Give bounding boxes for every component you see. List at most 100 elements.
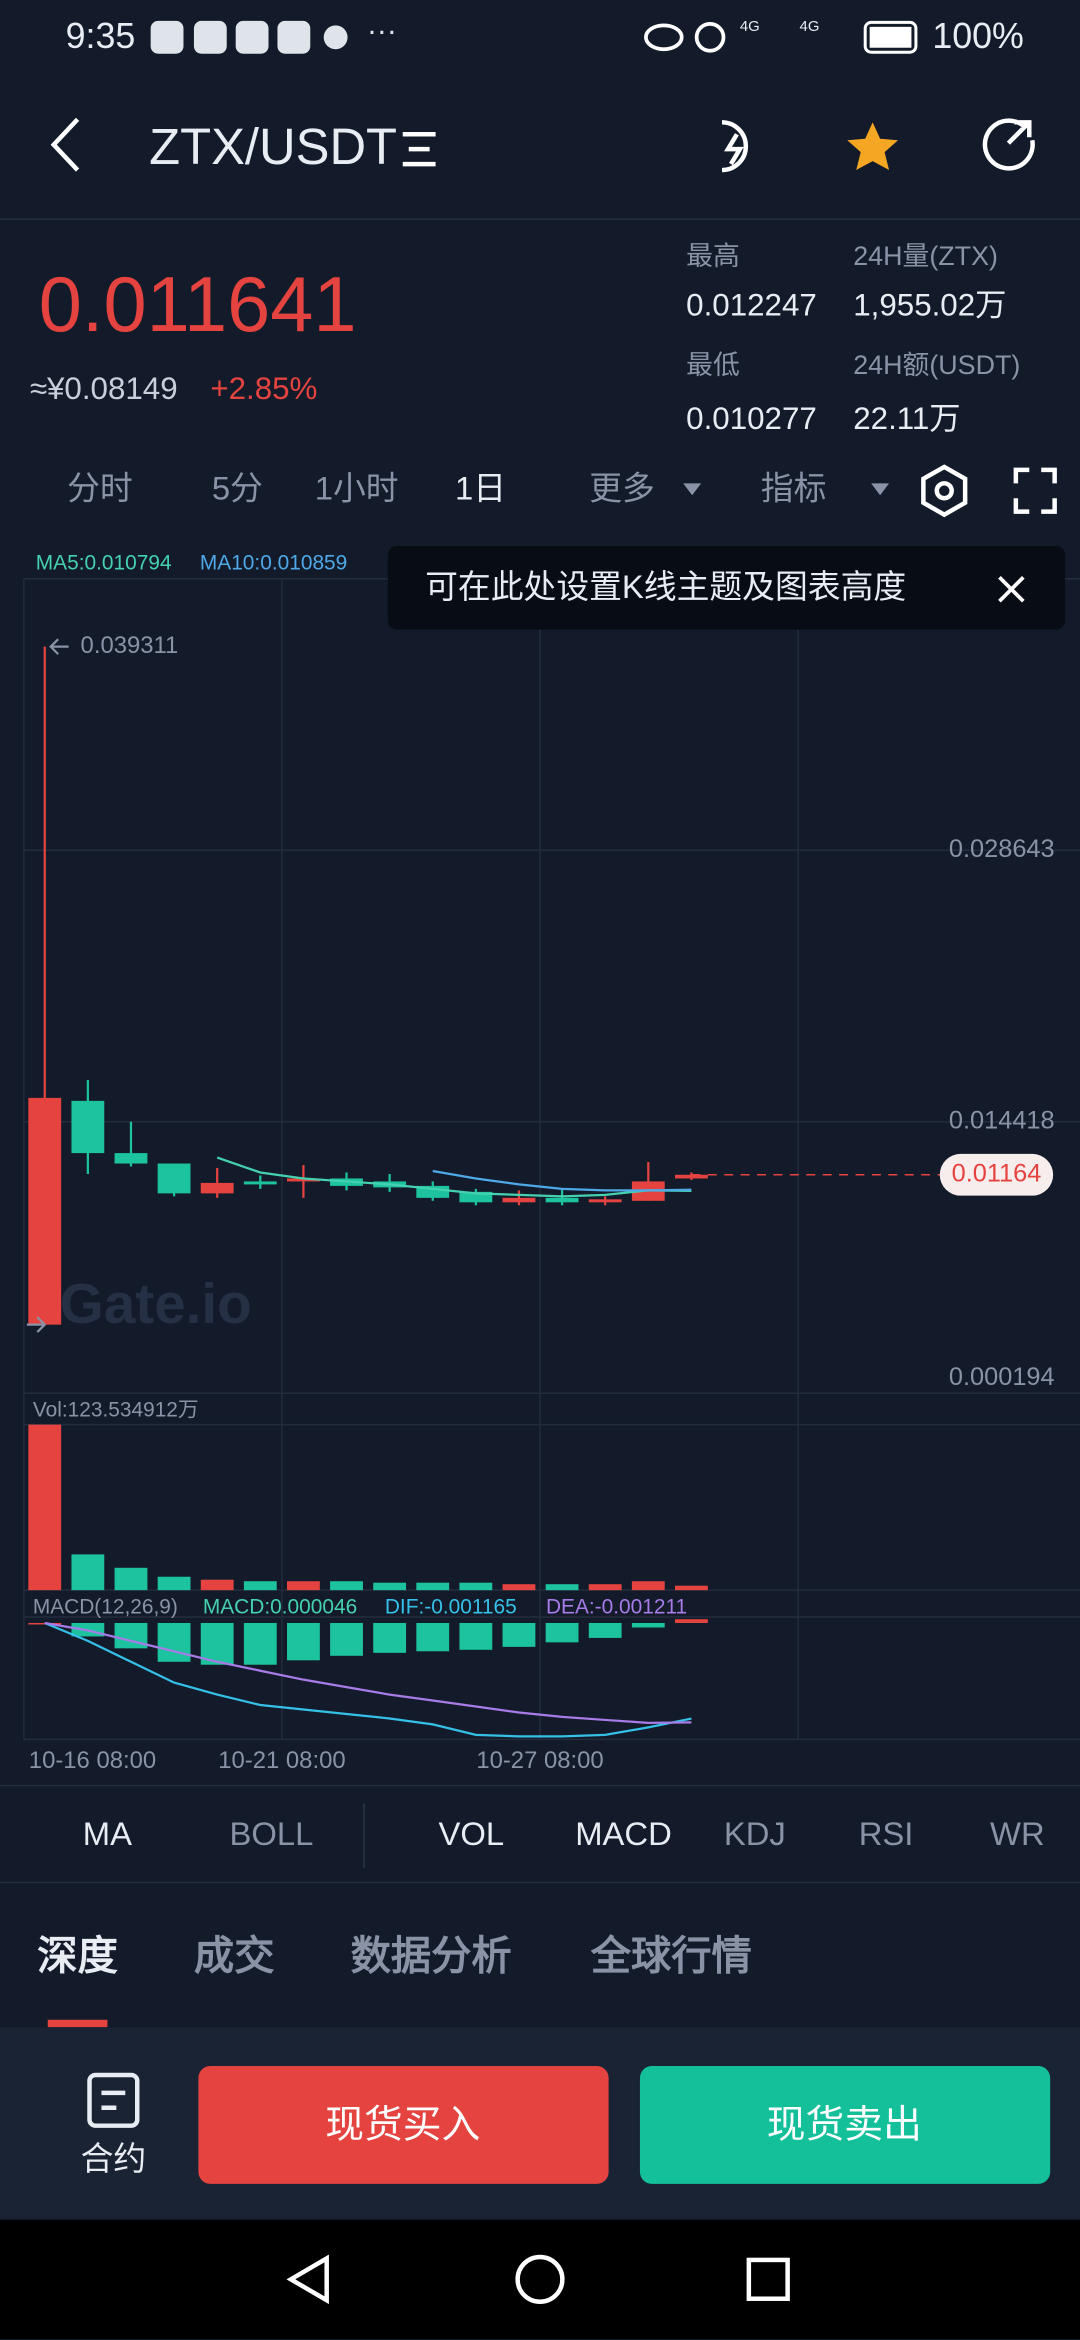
- volume-bar: [287, 1581, 320, 1591]
- candle-body: [28, 1097, 62, 1325]
- contract-icon[interactable]: [87, 2072, 140, 2128]
- tooltip: [387, 545, 1066, 630]
- x-tick-label: 10-21 08:00: [218, 1747, 345, 1774]
- pair-menu-icon[interactable]: [402, 132, 436, 167]
- alert-icon[interactable]: [721, 120, 749, 173]
- x-tick-label: 10-16 08:00: [29, 1747, 156, 1774]
- indicator-tab[interactable]: MA: [83, 1815, 132, 1852]
- macd-bar: [243, 1622, 277, 1665]
- timeframe-tab[interactable]: 1小时: [315, 469, 399, 506]
- macd-bar: [674, 1619, 708, 1623]
- indicator-tab[interactable]: MACD: [575, 1815, 672, 1852]
- stat-value: 0.010277: [686, 401, 817, 436]
- last-price-tag: [939, 1153, 1054, 1196]
- favorite-star[interactable]: [847, 122, 899, 171]
- macd-bar: [287, 1622, 320, 1661]
- svg-text:···: ···: [367, 15, 397, 48]
- last-price-label: 0.01164: [952, 1159, 1042, 1187]
- section-tab-active[interactable]: 深度: [37, 1933, 118, 1978]
- stat-value: 0.012247: [686, 288, 817, 323]
- contract-label[interactable]: 合约: [81, 2140, 147, 2177]
- tooltip-text: 可在此处设置K线主题及图表高度: [425, 568, 906, 605]
- network-type: 4G: [740, 19, 760, 35]
- volume-bar: [588, 1584, 622, 1591]
- tab-underline: [47, 2019, 108, 2028]
- timeframe-more[interactable]: 更多: [589, 469, 655, 506]
- candle-body: [502, 1197, 536, 1203]
- stat-label: 最高: [686, 241, 740, 271]
- indicator-tab[interactable]: WR: [990, 1815, 1045, 1852]
- battery-icon: [863, 20, 918, 54]
- candle-body: [243, 1181, 277, 1185]
- timeframe-tab[interactable]: 分时: [67, 469, 133, 506]
- volume-bar: [114, 1567, 148, 1591]
- macd-bar: [157, 1622, 191, 1662]
- nav-recent[interactable]: [746, 2257, 790, 2301]
- candle-body: [114, 1153, 148, 1164]
- macd-bar: [200, 1622, 234, 1665]
- volume-bar: [502, 1584, 536, 1591]
- stat-label: 24H额(USDT): [853, 350, 1020, 380]
- watermark: Gate.io: [60, 1273, 252, 1336]
- x-tick-label: 10-27 08:00: [476, 1747, 603, 1774]
- ma10-line: [432, 1169, 692, 1192]
- indicator-tab[interactable]: VOL: [439, 1815, 505, 1852]
- back-button[interactable]: [50, 117, 80, 172]
- macd-bar: [588, 1622, 622, 1638]
- pair-title[interactable]: ZTX/USDT: [149, 118, 397, 175]
- share-icon[interactable]: [982, 118, 1035, 171]
- macd-legend: MACD:0.000046: [203, 1596, 357, 1619]
- macd-bar: [330, 1622, 363, 1656]
- macd-bar: [502, 1622, 536, 1647]
- nav-back[interactable]: [286, 2254, 329, 2305]
- dif-line: [44, 1621, 692, 1738]
- sell-button[interactable]: [639, 2066, 1051, 2184]
- section-tab[interactable]: 全球行情: [590, 1933, 752, 1978]
- sell-label[interactable]: 现货卖出: [767, 2103, 922, 2146]
- macd-bar: [631, 1622, 665, 1628]
- y-tick-label: 0.028643: [949, 835, 1055, 863]
- indicator-tab[interactable]: KDJ: [724, 1815, 786, 1852]
- nav-bar: [0, 2219, 1080, 2339]
- volume-bar: [200, 1579, 234, 1591]
- indicator-menu[interactable]: 指标: [761, 469, 827, 506]
- macd-bar: [416, 1622, 450, 1652]
- low-marker-arrow: [26, 1316, 47, 1333]
- dea-line: [44, 1621, 692, 1725]
- buy-button[interactable]: [198, 2066, 609, 2184]
- timeframe-tab[interactable]: 5分: [212, 469, 263, 506]
- stat-label: 24H量(ZTX): [853, 241, 998, 271]
- battery-level: [869, 26, 912, 48]
- volume-bar: [545, 1584, 579, 1591]
- candle-body: [588, 1199, 622, 1203]
- section-tab[interactable]: 数据分析: [351, 1933, 512, 1978]
- indicator-tab[interactable]: BOLL: [230, 1815, 314, 1852]
- candle-body: [287, 1178, 320, 1182]
- macd-bar: [545, 1622, 579, 1643]
- settings-icon[interactable]: [921, 464, 968, 518]
- fullscreen-icon[interactable]: [1013, 467, 1057, 514]
- volume-bar: [459, 1582, 493, 1591]
- cny-price: ≈¥0.08149: [30, 371, 178, 406]
- ma-legend: MA10:0.010859: [200, 551, 347, 574]
- macd-legend: MACD(12,26,9): [33, 1596, 178, 1619]
- indicator-tab[interactable]: RSI: [859, 1815, 914, 1852]
- section-tab[interactable]: 成交: [194, 1933, 275, 1978]
- volume-bar: [71, 1554, 105, 1591]
- macd-bar: [459, 1622, 493, 1650]
- candle-body: [545, 1197, 579, 1203]
- volume-bar: [631, 1581, 665, 1591]
- change-percent: +2.85%: [210, 371, 317, 406]
- dropdown-arrow: [683, 483, 702, 496]
- tooltip-close[interactable]: [998, 575, 1025, 603]
- status-time: 9:35: [66, 16, 136, 56]
- nav-home[interactable]: [515, 2254, 565, 2304]
- volume-bar: [157, 1576, 191, 1591]
- volume-bar: [674, 1585, 708, 1591]
- high-marker-label: 0.039311: [81, 632, 179, 659]
- buy-label[interactable]: 现货买入: [325, 2103, 480, 2146]
- network-type: 4G: [800, 19, 820, 35]
- timeframe-tab-active[interactable]: 1日: [455, 469, 506, 506]
